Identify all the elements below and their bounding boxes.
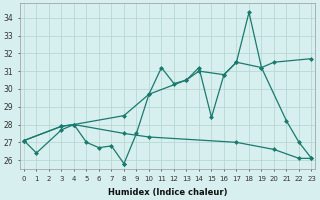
X-axis label: Humidex (Indice chaleur): Humidex (Indice chaleur): [108, 188, 228, 197]
